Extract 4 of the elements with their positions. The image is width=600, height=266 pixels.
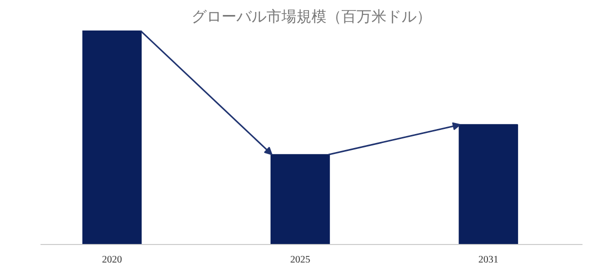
chart-title: グローバル市場規模（百万米ドル） (192, 8, 432, 26)
x-tick-label: 2025 (290, 254, 310, 266)
x-tick-label: 2020 (102, 254, 122, 266)
x-tick-label: 2031 (478, 254, 498, 266)
